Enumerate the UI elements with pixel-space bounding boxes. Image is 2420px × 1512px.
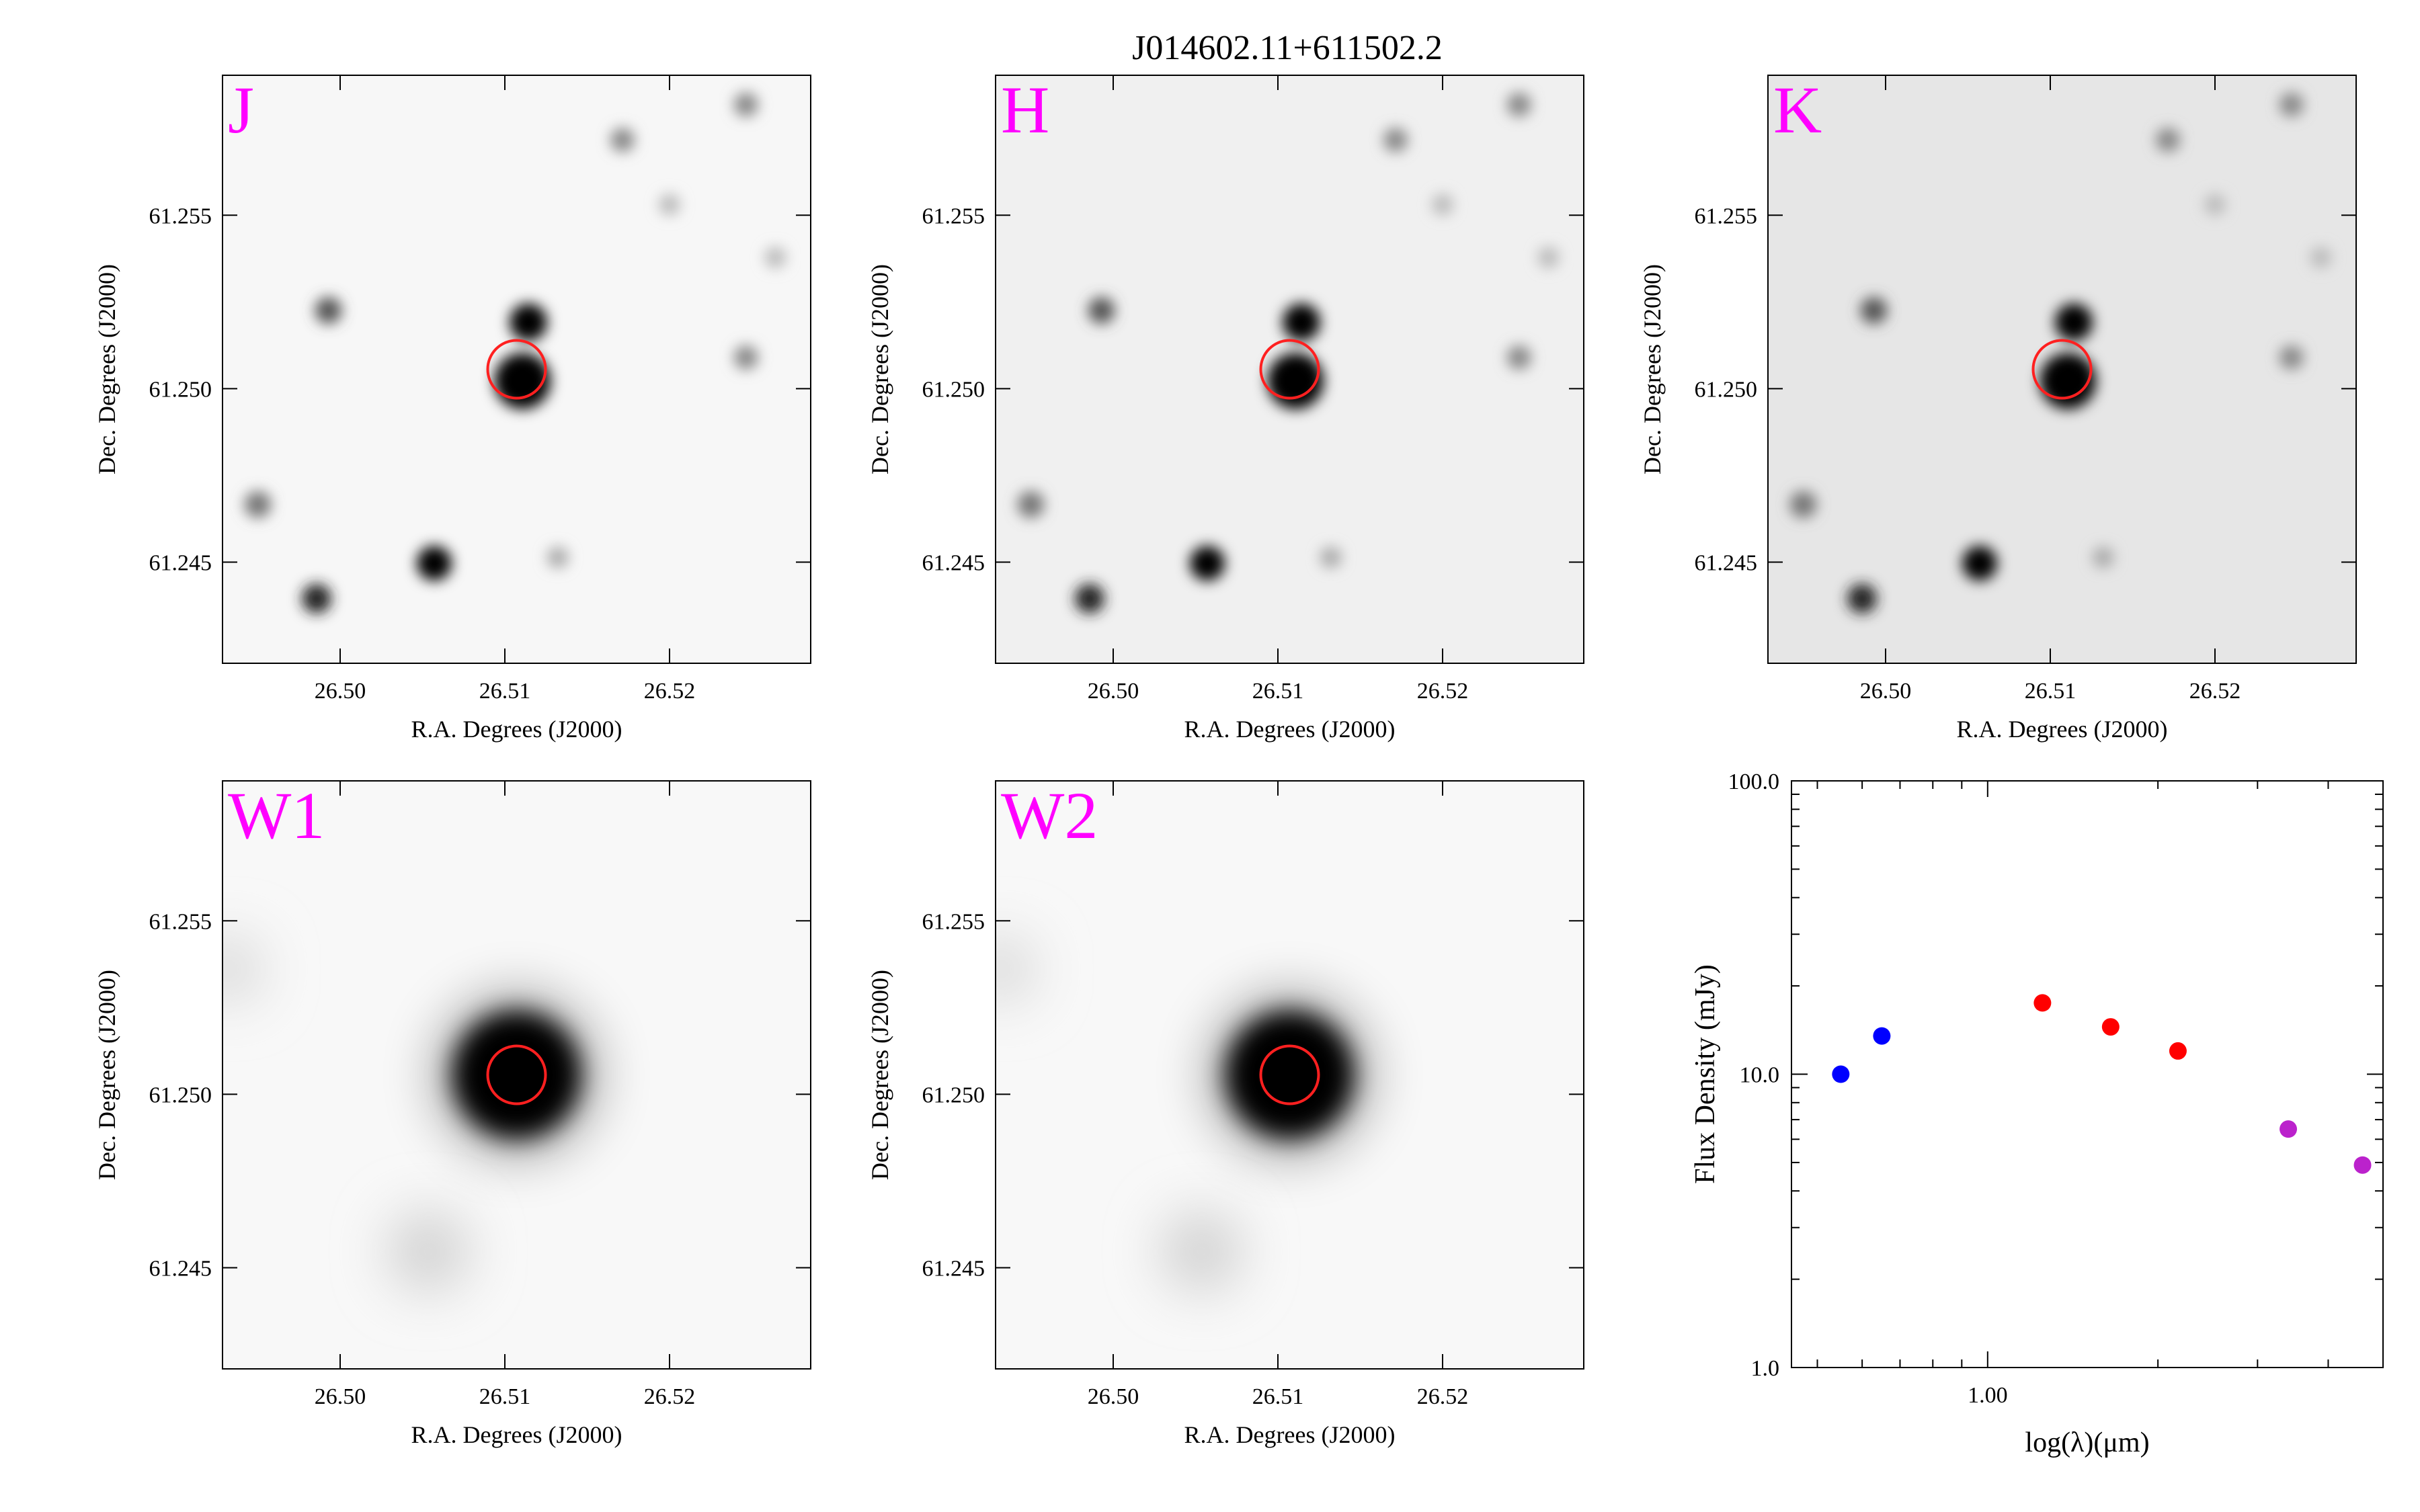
x-axis-label: R.A. Degrees (J2000) [1957, 716, 2168, 743]
x-tick-label: 26.52 [644, 679, 696, 704]
x-tick-label: 26.51 [1252, 1384, 1304, 1409]
y-tick-label: 61.255 [922, 204, 985, 228]
x-tick-label: 26.51 [479, 679, 531, 704]
band-label: H [1001, 73, 1049, 147]
panel-image [1768, 75, 2356, 663]
sed-point [2101, 1018, 2120, 1036]
y-tick-label: 61.245 [922, 1257, 985, 1282]
y-tick-label: 61.245 [149, 1257, 212, 1282]
panel-w2: W2 26.50 26.51 26.52 61.255 61.250 61.245 R.A. … [866, 778, 1584, 1448]
panel-image [223, 75, 811, 663]
panel-image [996, 781, 1584, 1369]
y-tick-label: 61.255 [1695, 204, 1758, 228]
sed-point [2169, 1042, 2187, 1060]
panel-j: J 26.50 26.51 26.52 61.255 61.250 61.245 R.A. D… [93, 73, 811, 743]
x-tick-label: 26.50 [1088, 679, 1139, 704]
panel-frame [995, 75, 1584, 664]
band-label: W1 [228, 778, 325, 853]
y-tick-label: 61.250 [149, 1083, 212, 1107]
sed-point [2353, 1156, 2372, 1174]
band-label: K [1773, 73, 1822, 147]
panel-h: H 26.50 26.51 26.52 61.255 61.250 61.245 R.A. D… [866, 73, 1584, 743]
sed-chart: 1.0 10.0 100.0 1.00 log(λ)(μm) Flux Density (… [1690, 769, 2384, 1458]
x-tick-label: 26.50 [315, 1384, 366, 1409]
aperture-circle [486, 1044, 547, 1105]
y-tick-label: 61.255 [149, 204, 212, 228]
band-label: J [228, 73, 254, 147]
panel-k: K 26.50 26.51 26.52 61.255 61.250 61.245 R.A. D… [1639, 73, 2357, 743]
y-tick-label: 61.250 [1695, 377, 1758, 402]
y-tick-label: 61.250 [922, 1083, 985, 1107]
x-axis-label: R.A. Degrees (J2000) [411, 1421, 622, 1448]
figure-title: J014602.11+611502.2 [1132, 29, 1443, 67]
x-tick-label: 26.51 [2025, 679, 2076, 704]
x-tick-label: 26.52 [1417, 679, 1469, 704]
x-tick-label: 26.51 [479, 1384, 531, 1409]
panel-image [223, 781, 811, 1369]
y-tick-label: 61.250 [922, 377, 985, 402]
y-tick-label: 61.250 [149, 377, 212, 402]
sed-point [2033, 994, 2052, 1012]
sed-x-tick-label: 1.00 [1968, 1383, 2008, 1408]
sed-y-tick-label: 1.0 [1751, 1356, 1780, 1381]
sed-y-axis-label: Flux Density (mJy) [1690, 964, 1721, 1184]
panel-frame [1767, 75, 2357, 664]
panel-w1: W1 26.50 26.51 26.52 61.255 61.250 61.245 R.A. … [93, 778, 811, 1448]
y-tick-label: 61.255 [922, 909, 985, 934]
y-tick-label: 61.245 [1695, 551, 1758, 576]
x-tick-label: 26.50 [315, 679, 366, 704]
x-tick-label: 26.52 [2189, 679, 2241, 704]
aperture-circle [1259, 339, 1320, 400]
x-axis-label: R.A. Degrees (J2000) [411, 716, 622, 743]
y-axis-label: Dec. Degrees (J2000) [93, 970, 120, 1180]
y-axis-label: Dec. Degrees (J2000) [866, 264, 893, 474]
aperture-circle [486, 339, 547, 400]
x-tick-label: 26.51 [1252, 679, 1304, 704]
y-tick-label: 61.255 [149, 909, 212, 934]
aperture-circle [2031, 339, 2093, 400]
x-axis-label: R.A. Degrees (J2000) [1184, 716, 1396, 743]
panel-frame [222, 75, 811, 664]
sed-point [1832, 1065, 1850, 1083]
x-tick-label: 26.52 [1417, 1384, 1469, 1409]
x-axis-label: R.A. Degrees (J2000) [1184, 1421, 1396, 1448]
image-panels: J 26.50 26.51 26.52 61.255 61.250 61.245 R.A. D… [93, 73, 2357, 1448]
sed-frame [1791, 780, 2384, 1368]
y-axis-label: Dec. Degrees (J2000) [1639, 264, 1666, 474]
aperture-circle [1259, 1044, 1320, 1105]
panel-frame [995, 780, 1584, 1370]
panel-image [996, 75, 1584, 663]
y-axis-label: Dec. Degrees (J2000) [866, 970, 893, 1180]
sed-x-axis-label: log(λ)(μm) [2025, 1427, 2149, 1458]
y-axis-label: Dec. Degrees (J2000) [93, 264, 120, 474]
sed-point [2280, 1120, 2298, 1138]
x-tick-label: 26.50 [1860, 679, 1912, 704]
x-tick-label: 26.50 [1088, 1384, 1139, 1409]
sed-y-tick-label: 10.0 [1740, 1063, 1780, 1088]
panel-frame [222, 780, 811, 1370]
band-label: W2 [1001, 778, 1098, 853]
sed-y-tick-label: 100.0 [1728, 769, 1780, 794]
y-tick-label: 61.245 [149, 551, 212, 576]
sed-point [1873, 1027, 1891, 1045]
y-tick-label: 61.245 [922, 551, 985, 576]
x-tick-label: 26.52 [644, 1384, 696, 1409]
